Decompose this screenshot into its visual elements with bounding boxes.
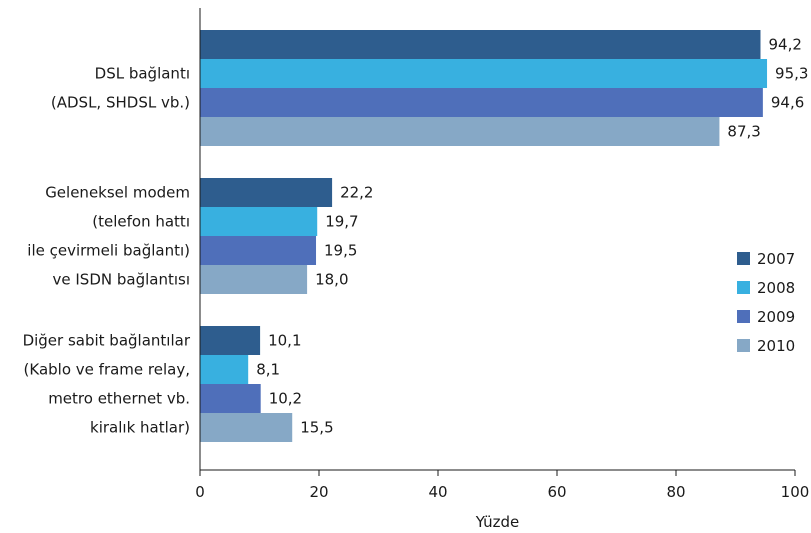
x-tick-label-80: 80	[666, 483, 685, 501]
x-tick-label-100: 100	[781, 483, 810, 501]
legend-label-2009: 2009	[757, 308, 795, 326]
bars-layer	[200, 30, 768, 442]
bar-2008-cat1	[200, 59, 768, 88]
bar-2010-cat1	[200, 117, 720, 146]
category-label-3-line-4: kiralık hatlar)	[90, 419, 190, 437]
x-tick-label-0: 0	[195, 483, 205, 501]
bar-2009-cat1	[200, 88, 763, 117]
value-label-2007-cat2: 22,2	[340, 184, 373, 202]
x-tick-label-40: 40	[428, 483, 447, 501]
bar-2010-cat2	[200, 265, 308, 294]
legend-swatch-2008	[737, 281, 750, 294]
x-axis-label: Yüzde	[475, 513, 520, 531]
bar-2008-cat2	[200, 207, 318, 236]
value-label-2009-cat3: 10,2	[269, 390, 302, 408]
value-label-2007-cat1: 94,2	[768, 36, 801, 54]
legend-label-2007: 2007	[757, 250, 795, 268]
bar-2007-cat3	[200, 326, 261, 355]
value-label-2008-cat2: 19,7	[325, 213, 358, 231]
legend-swatch-2010	[737, 339, 750, 352]
bar-2009-cat2	[200, 236, 317, 265]
category-label-2-line-1: Geleneksel modem	[45, 184, 190, 202]
legend-swatch-2009	[737, 310, 750, 323]
category-label-2-line-4: ve ISDN bağlantısı	[53, 271, 191, 289]
category-label-1-line-1: DSL bağlantı	[95, 65, 190, 83]
bar-2008-cat3	[200, 355, 249, 384]
category-labels-layer: DSL bağlantı (ADSL, SHDSL vb.) Geleneksel …	[23, 65, 191, 437]
category-label-2-line-2: (telefon hattı	[92, 213, 190, 231]
bar-2007-cat1	[200, 30, 761, 59]
value-label-2009-cat2: 19,5	[324, 242, 357, 260]
category-label-3-line-3: metro ethernet vb.	[48, 390, 190, 408]
x-tick-label-60: 60	[547, 483, 566, 501]
category-label-1-line-2: (ADSL, SHDSL vb.)	[51, 94, 190, 112]
value-label-2008-cat1: 95,3	[775, 65, 808, 83]
value-labels-layer: 94,2 95,3 94,6 87,3 22,2 19,7 19,5 18,0 10,1 8,1 1…	[256, 36, 808, 437]
category-label-3-line-1: Diğer sabit bağlantılar	[23, 332, 191, 350]
legend-label-2010: 2010	[757, 337, 795, 355]
value-label-2010-cat2: 18,0	[315, 271, 348, 289]
bar-2010-cat3	[200, 413, 293, 442]
x-tick-label-20: 20	[309, 483, 328, 501]
legend-swatch-2007	[737, 252, 750, 265]
legend: 2007 2008 2009 2010	[737, 250, 795, 355]
bar-2009-cat3	[200, 384, 261, 413]
x-ticks-layer: 0 20 40 60 80 100	[195, 470, 809, 501]
value-label-2009-cat1: 94,6	[771, 94, 804, 112]
legend-label-2008: 2008	[757, 279, 795, 297]
value-label-2010-cat3: 15,5	[300, 419, 333, 437]
category-label-2-line-3: ile çevirmeli bağlantı)	[27, 242, 190, 260]
category-label-3-line-2: (Kablo ve frame relay,	[24, 361, 190, 379]
value-label-2010-cat1: 87,3	[727, 123, 760, 141]
value-label-2008-cat3: 8,1	[256, 361, 280, 379]
bar-2007-cat2	[200, 178, 333, 207]
value-label-2007-cat3: 10,1	[268, 332, 301, 350]
